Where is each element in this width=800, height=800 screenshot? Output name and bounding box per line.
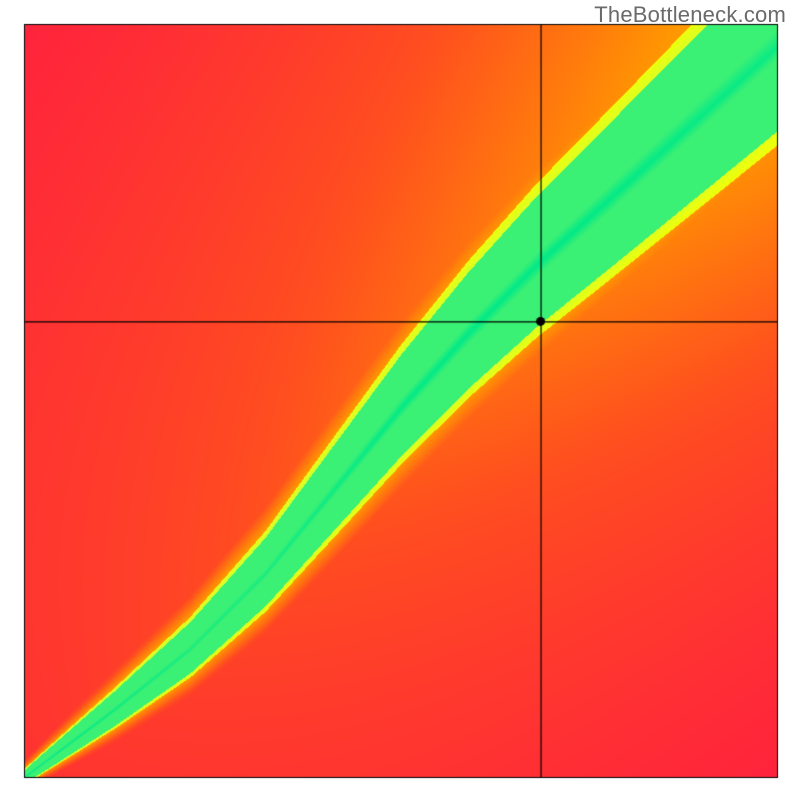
chart-container: TheBottleneck.com [0, 0, 800, 800]
watermark-label: TheBottleneck.com [594, 2, 786, 28]
bottleneck-heatmap-canvas [0, 0, 800, 800]
